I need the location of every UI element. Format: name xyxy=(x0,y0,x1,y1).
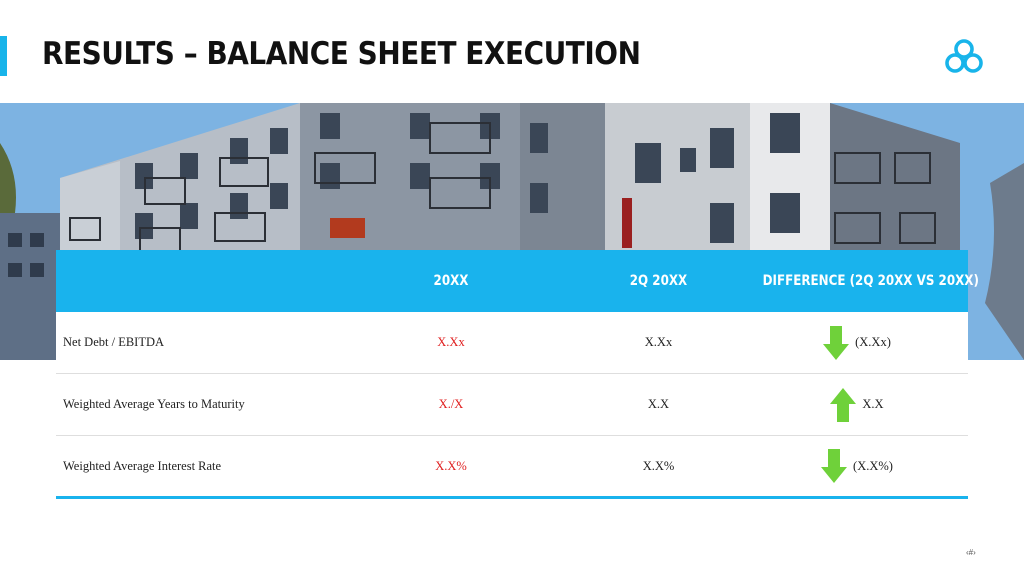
value-2q-20xx: X.X% xyxy=(642,458,675,473)
value-20xx: X.Xx xyxy=(437,335,465,349)
page-number: ‹#› xyxy=(966,548,976,557)
difference-cell: (X.Xx) xyxy=(746,325,968,360)
table-row: Weighted Average Interest Rate X.X% X.X%… xyxy=(56,436,968,499)
arrow-down-icon xyxy=(823,325,850,360)
table-header-row: 20XX 2Q 20XX DIFFERENCE (2Q 20XX VS 20XX… xyxy=(56,250,979,312)
difference-value: X.X xyxy=(862,397,884,411)
balance-sheet-table: 20XX 2Q 20XX DIFFERENCE (2Q 20XX VS 20XX… xyxy=(56,250,979,499)
difference-cell: X.X xyxy=(746,387,968,422)
difference-cell: (X.X%) xyxy=(746,449,968,483)
page-title: RESULTS – BALANCE SHEET EXECUTION xyxy=(42,36,641,72)
table-body: Net Debt / EBITDA X.Xx X.Xx (X.Xx) Weigh… xyxy=(56,312,968,499)
title-accent-bar xyxy=(0,36,7,76)
value-20xx: X./X xyxy=(438,397,464,411)
value-2q-20xx: X.Xx xyxy=(644,335,673,349)
cloud-rings-logo-icon xyxy=(945,39,983,73)
header-cell-20xx: 20XX xyxy=(433,273,469,289)
arrow-down-icon xyxy=(821,449,848,483)
table-row: Weighted Average Years to Maturity X./X … xyxy=(56,374,968,436)
difference-value: (X.Xx) xyxy=(855,335,891,349)
value-2q-20xx: X.X xyxy=(647,397,670,411)
table-row: Net Debt / EBITDA X.Xx X.Xx (X.Xx) xyxy=(56,312,968,374)
row-label: Net Debt / EBITDA xyxy=(63,335,165,349)
row-label: Weighted Average Interest Rate xyxy=(63,458,222,473)
difference-value: (X.X%) xyxy=(853,458,893,473)
header-cell-2q-20xx: 2Q 20XX xyxy=(629,273,688,289)
value-20xx: X.X% xyxy=(435,458,467,473)
row-label: Weighted Average Years to Maturity xyxy=(63,397,245,411)
header-cell-difference: DIFFERENCE (2Q 20XX VS 20XX) xyxy=(762,273,979,289)
arrow-up-icon xyxy=(830,387,857,422)
